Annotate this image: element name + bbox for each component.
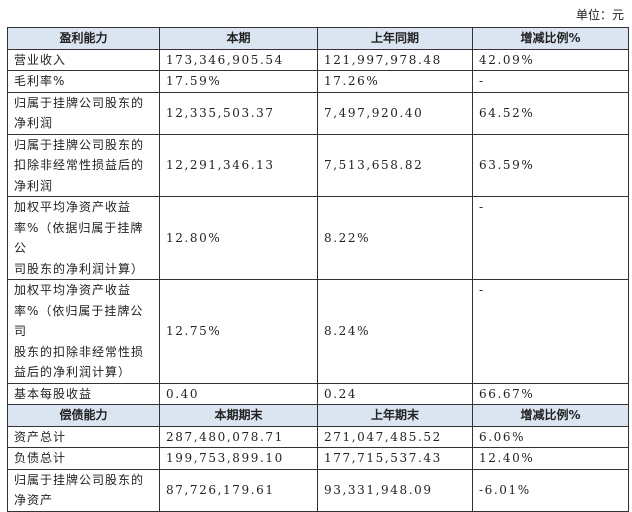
data-row: 加权平均净资产收益 率%（依归属于挂牌公司 股东的扣除非经常性损 益后的净利润计算） 1… <box>7 279 629 384</box>
value-cell: 0.40 <box>159 382 318 405</box>
row-label: 加权平均净资产收益率%（依据归属于挂牌公司股东的净利润计算） <box>7 196 160 280</box>
value-cell: 12,291,346.13 <box>159 133 318 197</box>
label-line: 归属于挂牌公司股东的 <box>14 137 145 152</box>
value-cell: - <box>472 70 629 93</box>
label-line: 扣除非经常性损益后的 <box>14 158 145 172</box>
data-row: 归属于挂牌公司股东的 净利润 12,335,503.37 7,497,920.40 64… <box>7 91 629 135</box>
header-cell: 上年同期 <box>317 27 473 50</box>
value-cell: 8.22% <box>317 196 473 280</box>
data-row: 营业收入 173,346,905.54 121,997,978.48 42.09% <box>7 48 629 71</box>
value-cell: 8.24% <box>317 279 473 384</box>
row-label: 负债总计 <box>7 447 160 470</box>
data-row: 基本每股收益 0.40 0.24 66.67% <box>7 382 629 405</box>
value-cell: 93,331,948.09 <box>317 468 473 512</box>
value-cell: - <box>472 279 629 384</box>
header-cell: 增减比例% <box>472 27 629 50</box>
data-row: 负债总计 199,753,899.10 177,715,537.43 12.40% <box>7 447 629 470</box>
label-line: 资产总计 <box>14 429 67 444</box>
label-line: 司股东的净利润计算） <box>14 261 145 276</box>
label-line: 率%（依归属于挂牌公司 <box>14 303 144 339</box>
value-cell: 121,997,978.48 <box>317 48 473 71</box>
row-label: 归属于挂牌公司股东的 净资产 <box>7 468 160 512</box>
label-line: 净利润 <box>14 178 54 193</box>
label-line: 基本每股收益 <box>14 386 93 401</box>
header-cell: 上年期末 <box>317 404 473 427</box>
label-line: 毛利率% <box>14 74 66 88</box>
label-line: 营业收入 <box>14 52 67 67</box>
value-cell: 271,047,485.52 <box>317 425 473 448</box>
value-cell: 0.24 <box>317 382 473 405</box>
value-cell: 12.75% <box>159 279 318 384</box>
value-cell: 12,335,503.37 <box>159 91 318 135</box>
value-cell: 42.09% <box>472 48 629 71</box>
data-row: 资产总计 287,480,078.71 271,047,485.52 6.06% <box>7 425 629 448</box>
row-label: 基本每股收益 <box>7 382 160 405</box>
data-row: 加权平均净资产收益 率%（依据归属于挂牌公 司股东的净利润计算） 12.80% 8.22… <box>7 196 629 280</box>
value-cell: 17.26% <box>317 70 473 93</box>
header-row: 偿债能力 本期期末 上年期末 增减比例% <box>7 404 629 427</box>
value-cell: 87,726,179.61 <box>159 468 318 512</box>
header-row: 盈利能力 本期 上年同期 增减比例% <box>7 27 629 50</box>
value-cell: 64.52% <box>472 91 629 135</box>
label-line: 归属于挂牌公司股东的 <box>14 472 145 487</box>
label-line: 股东的扣除非经常性损 <box>14 344 145 359</box>
data-row: 归属于挂牌公司股东的 扣除非经常性损益后的 净利润 12,291,346.13 7,51… <box>7 133 629 197</box>
value-cell: 7,497,920.40 <box>317 91 473 135</box>
value-cell: 63.59% <box>472 133 629 197</box>
financial-table: 盈利能力 本期 上年同期 增减比例% 营业收入 173,346,905.54 121,997… <box>7 27 629 512</box>
label-line: 净利润 <box>14 116 54 130</box>
label-line: 加权平均净资产收益 <box>14 200 132 214</box>
header-cell: 增减比例% <box>472 404 629 427</box>
value-cell: 66.67% <box>472 382 629 405</box>
value-cell: - <box>472 196 629 280</box>
value-cell: 287,480,078.71 <box>159 425 318 448</box>
value-cell: 173,346,905.54 <box>159 48 318 71</box>
row-label: 归属于挂牌公司股东的 净利润 <box>7 91 160 135</box>
row-label: 毛利率% <box>7 70 160 93</box>
data-row: 归属于挂牌公司股东的 净资产 87,726,179.61 93,331,948.09-… <box>7 468 629 512</box>
row-label: 归属于挂牌公司股东的 扣除非经常性损益后的 净利润 <box>7 133 160 197</box>
header-cell: 本期期末 <box>159 404 318 427</box>
row-label: 加权平均净资产收益率%（依归属于挂牌公司股东的扣除非经常性损 益后的净利润计算） <box>7 279 160 384</box>
label-line: 归属于挂牌公司股东的 <box>14 95 145 110</box>
header-cell: 盈利能力 <box>7 27 160 50</box>
header-cell: 本期 <box>159 27 318 50</box>
page: {"unit":"单位：元", "table":{"sections":[ {"… <box>7 8 629 512</box>
label-line: 负债总计 <box>14 451 67 465</box>
value-cell: 199,753,899.10 <box>159 447 318 470</box>
data-row: 毛利率% 17.59% 17.26% - <box>7 70 629 93</box>
label-line: 加权平均净资产收益 <box>14 283 132 297</box>
value-cell: 6.06% <box>472 425 629 448</box>
label-line: 率%（依据归属于挂牌公 <box>14 220 144 256</box>
header-cell: 偿债能力 <box>7 404 160 427</box>
value-cell: 17.59% <box>159 70 318 93</box>
value-cell: -6.01% <box>472 468 629 512</box>
row-label: 资产总计 <box>7 425 160 448</box>
value-cell: 12.40% <box>472 447 629 470</box>
value-cell: 12.80% <box>159 196 318 280</box>
unit-label: 单位：元 <box>575 8 624 22</box>
label-line: 益后的净利润计算） <box>14 365 132 379</box>
row-label: 营业收入 <box>7 48 160 71</box>
value-cell: 7,513,658.82 <box>317 133 473 197</box>
label-line: 净资产 <box>14 493 54 507</box>
value-cell: 177,715,537.43 <box>317 447 473 470</box>
